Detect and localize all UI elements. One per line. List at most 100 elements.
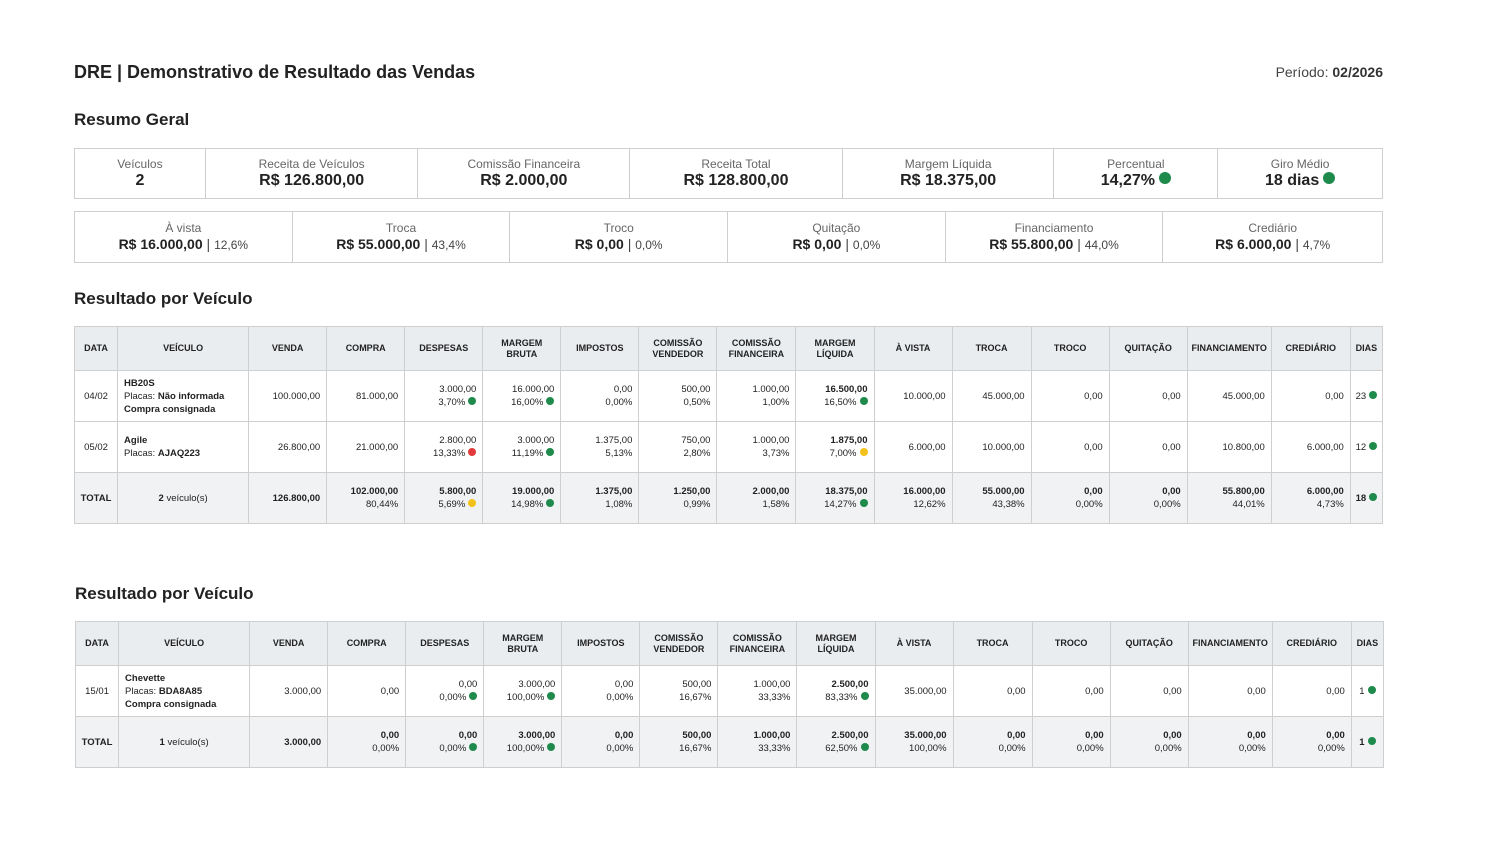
vehicle-name: HB20S (124, 377, 155, 389)
cell-pct: 0,99% (645, 498, 710, 511)
cell-pct: 1,00% (723, 396, 790, 409)
column-header: COMISSÃO FINANCEIRA (716, 326, 797, 371)
cell-pct: 62,50% (803, 742, 869, 755)
table-header-row: DATA VEÍCULO VENDA COMPRA DESPESAS MARGEM BRU… (74, 621, 1385, 666)
cell-value: 45.000,00 (1222, 390, 1265, 402)
summary-card-comissao-financeira: Comissão Financeira R$ 2.000,00 (418, 149, 631, 198)
section-title-resultado-1: Resultado por Veículo (74, 289, 253, 308)
cell-pct: 33,33% (724, 691, 790, 704)
cell-compra: 0,00 (327, 665, 407, 717)
cell-pct: 16,50% (802, 396, 868, 409)
cell-dias: 1 (1350, 716, 1385, 768)
cell-quitacao: 0,00 0,00% (1109, 716, 1189, 768)
cell-com_fin: 1.000,00 1,00% (716, 370, 797, 422)
column-header: À VISTA (874, 621, 954, 666)
cell-value: 0,00 (1085, 730, 1104, 741)
summary-value-wrap: 18 dias (1218, 171, 1382, 191)
payment-value-wrap: R$ 55.800,00 | 44,0% (946, 235, 1163, 254)
cell-pct: 44,01% (1194, 498, 1265, 511)
cell-value: 500,00 (682, 730, 712, 741)
cell-margem_bruta: 3.000,00 100,00% (483, 716, 563, 768)
column-header: FINANCIAMENTO (1186, 326, 1272, 371)
summary-label: Receita de Veículos (258, 156, 365, 171)
cell-data: 04/02 (73, 370, 119, 422)
plate-value: Não informada (157, 390, 225, 402)
cell-value: 0,00 (1084, 486, 1103, 497)
cell-quitacao: 0,00 (1109, 665, 1189, 717)
separator: | (1295, 235, 1299, 252)
table-total-row: TOTAL 2 veículo(s) 126.800,00 102.000,00 80,… (73, 472, 1384, 524)
status-dot-icon (1367, 685, 1376, 694)
column-header: FINANCIAMENTO (1187, 621, 1273, 666)
status-dot-icon (546, 499, 555, 508)
cell-pct-text: 14,27% (824, 499, 857, 510)
cell-value: 2.800,00 (439, 435, 477, 446)
column-header: QUITAÇÃO (1109, 621, 1189, 666)
summary-card-veiculos: Veículos 2 (75, 149, 206, 198)
column-header: VENDA (249, 621, 329, 666)
cell-impostos: 1.375,00 5,13% (560, 421, 640, 473)
payment-value: R$ 16.000,00 (118, 235, 203, 252)
cell-com_fin: 2.000,00 1,58% (716, 472, 797, 524)
cell-pct-text: 5,69% (438, 499, 466, 510)
summary-value: R$ 2.000,00 (480, 171, 568, 189)
cell-value: 19.000,00 (512, 486, 555, 497)
summary-row-totals: Veículos 2 Receita de Veículos R$ 126.80… (74, 148, 1383, 199)
payment-pct: 43,4% (431, 237, 466, 252)
cell-pct-text: 16,00% (511, 397, 544, 408)
cell-value: 81.000,00 (355, 390, 399, 402)
cell-pct-text: 7,00% (829, 448, 857, 459)
column-header: COMISSÃO FINANCEIRA (717, 621, 798, 666)
cell-pct-text: 0,00% (1075, 499, 1103, 510)
section-title-resultado-2: Resultado por Veículo (75, 584, 254, 603)
cell-value: 0,00 (1007, 685, 1026, 697)
cell-pct: 3,73% (723, 447, 790, 460)
payment-card-troco: Troco R$ 0,00 | 0,0% (510, 212, 729, 262)
cell-margem_liq: 2.500,00 62,50% (796, 716, 876, 768)
cell-troca: 10.000,00 (951, 421, 1032, 473)
cell-pct-text: 0,00% (1153, 499, 1181, 510)
column-header: TROCO (1030, 326, 1110, 371)
cell-pct-text: 16,50% (824, 397, 857, 408)
cell-crediario: 0,00 0,00% (1271, 716, 1352, 768)
cell-pct: 5,13% (567, 447, 632, 460)
column-header: DIAS (1350, 621, 1385, 666)
cell-despesas: 3.000,00 3,70% (404, 370, 484, 422)
column-header: VEÍCULO (117, 326, 250, 371)
cell-avista: 16.000,00 12,62% (873, 472, 953, 524)
cell-pct-text: 100,00% (506, 743, 545, 754)
cell-compra: 21.000,00 (326, 421, 406, 473)
cell-pct-text: 0,00% (372, 743, 400, 754)
column-header: MARGEM LÍQUIDA (796, 621, 876, 666)
payment-value: R$ 55.800,00 (989, 235, 1074, 252)
cell-pct: 0,00% (568, 691, 633, 704)
summary-label: Receita Total (701, 156, 771, 171)
cell-pct: 4,73% (1278, 498, 1344, 511)
cell-margem_liq: 2.500,00 83,33% (796, 665, 876, 717)
payment-value-wrap: R$ 16.000,00 | 12,6% (75, 235, 292, 254)
cell-pct-text: 0,00% (439, 743, 467, 754)
cell-dias: 18 (1349, 472, 1384, 524)
payment-card-troca: Troca R$ 55.000,00 | 43,4% (293, 212, 511, 262)
cell-value: 1.000,00 (753, 730, 791, 741)
cell-venda: 100.000,00 (248, 370, 328, 422)
cell-crediario: 0,00 (1271, 665, 1352, 717)
cell-value: 0,00 (1247, 685, 1266, 697)
cell-pct: 0,00% (567, 396, 632, 409)
dias-value: 1 (1359, 736, 1365, 748)
cell-avista: 6.000,00 (873, 421, 953, 473)
status-dot-icon (1369, 441, 1378, 450)
cell-com_vend: 750,00 2,80% (638, 421, 718, 473)
summary-row-payments: À vista R$ 16.000,00 | 12,6% Troca R$ 55… (74, 211, 1383, 263)
payment-label: Troca (385, 220, 417, 235)
cell-pct-text: 100,00% (506, 692, 545, 703)
vehicle-note: Compra consignada (124, 403, 216, 415)
cell-value: 18.375,00 (825, 486, 868, 497)
cell-troca: 0,00 (952, 665, 1033, 717)
result-table: DATA VEÍCULO VENDA COMPRA DESPESAS MARGEM BRU… (73, 326, 1384, 524)
cell-pct: 12,62% (881, 498, 945, 511)
cell-pct: 16,00% (489, 396, 555, 409)
cell-pct: 100,00% (490, 742, 556, 755)
cell-pct: 11,19% (489, 447, 555, 460)
total-count-value: 1 (159, 736, 165, 748)
